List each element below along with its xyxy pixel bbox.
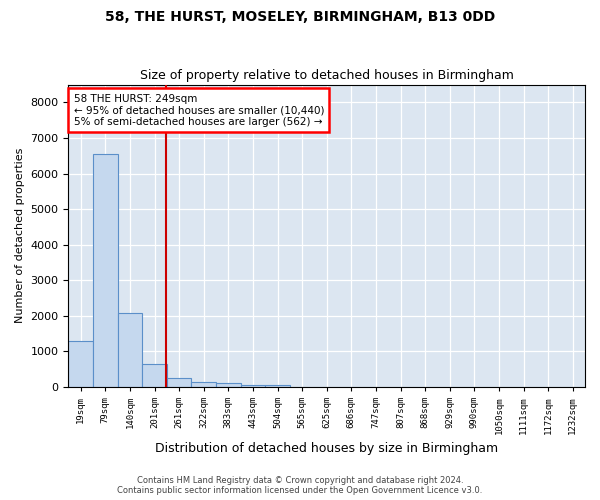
Bar — [142, 364, 167, 387]
Text: 58 THE HURST: 249sqm
← 95% of detached houses are smaller (10,440)
5% of semi-de: 58 THE HURST: 249sqm ← 95% of detached h… — [74, 94, 324, 127]
Text: Contains HM Land Registry data © Crown copyright and database right 2024.
Contai: Contains HM Land Registry data © Crown c… — [118, 476, 482, 495]
Y-axis label: Number of detached properties: Number of detached properties — [15, 148, 25, 324]
Bar — [167, 378, 191, 387]
Bar — [93, 154, 118, 387]
Bar — [216, 384, 241, 387]
Text: 58, THE HURST, MOSELEY, BIRMINGHAM, B13 0DD: 58, THE HURST, MOSELEY, BIRMINGHAM, B13 … — [105, 10, 495, 24]
X-axis label: Distribution of detached houses by size in Birmingham: Distribution of detached houses by size … — [155, 442, 498, 455]
Bar — [265, 385, 290, 387]
Bar — [191, 382, 216, 387]
Title: Size of property relative to detached houses in Birmingham: Size of property relative to detached ho… — [140, 69, 514, 82]
Bar — [68, 341, 93, 387]
Bar — [241, 385, 265, 387]
Bar — [118, 313, 142, 387]
